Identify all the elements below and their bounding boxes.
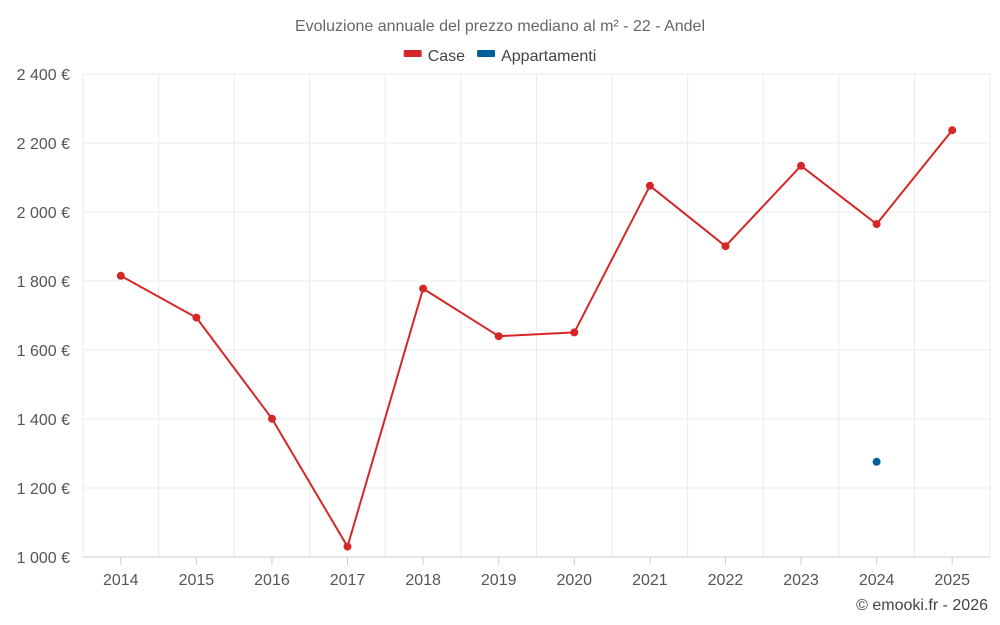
data-point-case[interactable] <box>797 161 805 170</box>
x-tick-label: 2016 <box>254 572 290 589</box>
legend: Case Appartamenti <box>403 48 596 65</box>
series-layer <box>116 126 957 551</box>
y-tick-label: 1 600 € <box>17 343 70 360</box>
data-point-case[interactable] <box>948 126 957 135</box>
data-point-case[interactable] <box>645 181 654 190</box>
grid <box>82 73 991 557</box>
x-tick-label: 2025 <box>934 572 970 589</box>
x-tick-label: 2021 <box>632 572 668 589</box>
x-tick-label: 2017 <box>330 572 366 589</box>
chart-title: Evoluzione annuale del prezzo mediano al… <box>295 18 705 35</box>
x-tick-label: 2015 <box>179 572 215 589</box>
x-tick-label: 2020 <box>556 572 592 589</box>
data-point-case[interactable] <box>268 414 276 423</box>
y-tick-label: 1 800 € <box>17 274 70 291</box>
legend-swatch <box>403 50 422 57</box>
x-tick-label: 2022 <box>708 572 744 589</box>
x-tick-label: 2019 <box>481 572 517 589</box>
data-point-case[interactable] <box>494 332 503 341</box>
series-line-case <box>120 129 953 548</box>
x-tick-label: 2014 <box>103 572 139 589</box>
x-tick-label: 2018 <box>405 572 441 589</box>
x-tick-label: 2024 <box>859 572 895 589</box>
data-point-case[interactable] <box>192 313 201 322</box>
legend-label: Appartamenti <box>501 48 596 65</box>
data-point-case[interactable] <box>343 542 352 551</box>
legend-label: Case <box>428 48 465 65</box>
y-tick-label: 1 400 € <box>17 412 70 429</box>
credit-text: © emooki.fr - 2026 <box>856 597 988 614</box>
y-tick-label: 2 400 € <box>17 67 70 84</box>
legend-item-appartamenti[interactable]: Appartamenti <box>477 48 596 65</box>
legend-item-case[interactable]: Case <box>403 48 465 65</box>
data-point-appartamenti[interactable] <box>872 457 881 466</box>
y-tick-label: 2 200 € <box>17 136 70 153</box>
data-point-case[interactable] <box>116 271 125 280</box>
data-point-case[interactable] <box>570 328 579 337</box>
data-point-case[interactable] <box>419 284 428 293</box>
y-tick-label: 1 000 € <box>17 550 70 567</box>
axes: 1 000 € 1 200 € 1 400 € 1 600 € 1 800 € 2 000… <box>17 67 990 589</box>
x-tick-label: 2023 <box>783 572 819 589</box>
legend-swatch <box>477 50 496 57</box>
data-point-case[interactable] <box>872 220 881 229</box>
y-tick-label: 2 000 € <box>17 205 70 222</box>
y-tick-label: 1 200 € <box>17 481 70 498</box>
data-point-case[interactable] <box>721 242 730 251</box>
